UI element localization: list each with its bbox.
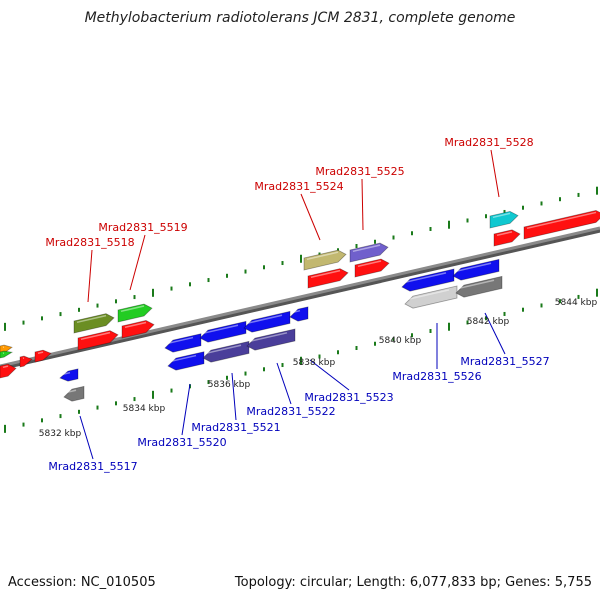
leader-line-reverse <box>231 372 237 421</box>
gene-arrow-mrad2831-5518 <box>73 313 115 334</box>
gene-label: Mrad2831_5521 <box>191 421 280 434</box>
gene-arrow-green-small <box>0 350 14 359</box>
gene-arrow-blue-sheen <box>292 309 301 314</box>
gene-label: Mrad2831_5520 <box>137 436 226 449</box>
gene-arrow-red-sheen <box>80 331 111 341</box>
gene-arrow-mrad2831-5524 <box>303 249 347 271</box>
accession-label: Accession: NC_010505 <box>8 575 156 590</box>
gene-arrow-mrad2831-5525 <box>349 242 389 263</box>
gene-arrow-blue <box>401 268 455 292</box>
gene-arrow-blue <box>243 310 291 333</box>
gene-arrow-mrad2831-5522 <box>246 328 296 351</box>
gene-arrow-blue <box>289 306 309 322</box>
kbp-label: 5840 kbp <box>379 336 422 346</box>
gene-label: Mrad2831_5522 <box>246 405 335 418</box>
gene-label: Mrad2831_5517 <box>48 460 137 473</box>
gene-label: Mrad2831_5526 <box>392 370 481 383</box>
gene-arrow-red <box>354 258 390 278</box>
gene-arrows <box>0 210 600 402</box>
gene-arrow-red-sheen <box>2 365 9 369</box>
backbone-shadow <box>0 227 600 371</box>
leader-line-forward <box>490 149 500 198</box>
genome-summary: Topology: circular; Length: 6,077,833 bp… <box>234 575 592 590</box>
gene-arrow-red-sheen <box>124 321 147 329</box>
gene-label: Mrad2831_5518 <box>45 236 134 249</box>
gene-arrow-blue <box>59 368 79 382</box>
gene-arrow-red-sheen <box>357 260 382 268</box>
gene-arrow-blue-sheen <box>246 314 283 325</box>
gene-arrow-red <box>307 268 349 289</box>
gene-arrow-mrad2831-5522-sheen <box>249 332 288 343</box>
outer-tick-track <box>4 186 598 331</box>
gene-labels: Mrad2831_5518 Mrad2831_5519 Mrad2831_5524 M… <box>45 136 549 473</box>
gene-label: Mrad2831_5528 <box>444 136 533 149</box>
gene-label: Mrad2831_5519 <box>98 221 187 234</box>
position-labels: 5832 kbp 5834 kbp 5836 kbp 5838 kbp 5840 kbp… <box>39 298 598 439</box>
gene-arrow-red <box>34 349 52 363</box>
gene-arrow-red <box>121 320 155 339</box>
gene-arrow-mrad2831-5527-sheen <box>458 279 495 290</box>
gene-arrow-mrad2831-5521 <box>202 340 250 363</box>
gene-arrow-mrad2831-5518-sheen <box>76 314 107 324</box>
leader-line-forward <box>361 178 364 231</box>
gene-arrow-blue-sheen <box>455 262 492 273</box>
gene-arrow-red <box>493 229 521 247</box>
gene-arrow-red-sheen <box>496 231 513 237</box>
gene-arrow-mrad2831-5525-sheen <box>352 244 381 253</box>
gene-arrow-blue-sheen <box>62 371 71 376</box>
gene-arrow-mrad2831-5526 <box>404 285 458 309</box>
gene-arrow-mrad2831-5517 <box>63 385 85 402</box>
gene-arrow-blue-sheen <box>167 336 194 345</box>
gene-arrow-mrad2831-5521-sheen <box>205 344 242 355</box>
kbp-label: 5838 kbp <box>293 358 336 368</box>
kbp-label: 5834 kbp <box>123 404 166 414</box>
leader-line-forward <box>129 234 146 291</box>
gene-arrow-mrad2831-5528 <box>489 210 519 229</box>
gene-label: Mrad2831_5527 <box>460 355 549 368</box>
kbp-label: 5842 kbp <box>467 317 510 327</box>
gene-arrow-red <box>0 363 17 379</box>
gene-arrow-mrad2831-5528-sheen <box>492 212 511 219</box>
gene-label: Mrad2831_5525 <box>315 165 404 178</box>
leader-line-reverse <box>309 359 350 391</box>
kbp-label: 5844 kbp <box>555 298 598 308</box>
gene-arrow-blue <box>199 320 247 343</box>
gene-arrow-mrad2831-5520 <box>167 351 205 371</box>
gene-arrow-red <box>77 330 119 351</box>
gene-arrow-mrad2831-5526-sheen <box>407 289 450 301</box>
genome-title: Methylobacterium radiotolerans JCM 2831,… <box>84 10 516 26</box>
gene-arrow-mrad2831-5519 <box>117 303 153 323</box>
gene-arrow-blue <box>164 333 202 353</box>
leader-line-reverse <box>181 383 191 436</box>
gene-arrow-red-sheen <box>37 351 44 355</box>
gene-arrow-red-long <box>523 210 600 240</box>
gene-arrow-blue-sheen <box>202 324 239 335</box>
gene-arrow-mrad2831-5519-sheen <box>120 305 145 313</box>
gene-arrow-red-sheen <box>310 269 341 279</box>
leader-line-forward <box>300 193 321 241</box>
gene-label: Mrad2831_5523 <box>304 391 393 404</box>
leader-line-reverse <box>276 362 292 405</box>
gene-arrow-blue-sheen <box>404 272 447 284</box>
label-leader-lines <box>79 149 506 460</box>
gene-arrow-red-long-sheen <box>526 211 597 230</box>
leader-line-reverse <box>484 312 506 355</box>
gene-arrow-blue <box>452 258 500 281</box>
gene-label: Mrad2831_5524 <box>254 180 343 193</box>
gene-arrow-mrad2831-5524-sheen <box>306 251 339 261</box>
gene-arrow-mrad2831-5527 <box>455 275 503 298</box>
leader-line-forward <box>87 249 93 303</box>
gene-arrow-mrad2831-5517-sheen <box>66 389 77 394</box>
kbp-label: 5836 kbp <box>208 380 251 390</box>
leader-line-reverse <box>79 415 94 460</box>
gene-arrow-red <box>19 355 33 368</box>
gene-arrow-mrad2831-5520-sheen <box>170 354 197 363</box>
kbp-label: 5832 kbp <box>39 429 82 439</box>
